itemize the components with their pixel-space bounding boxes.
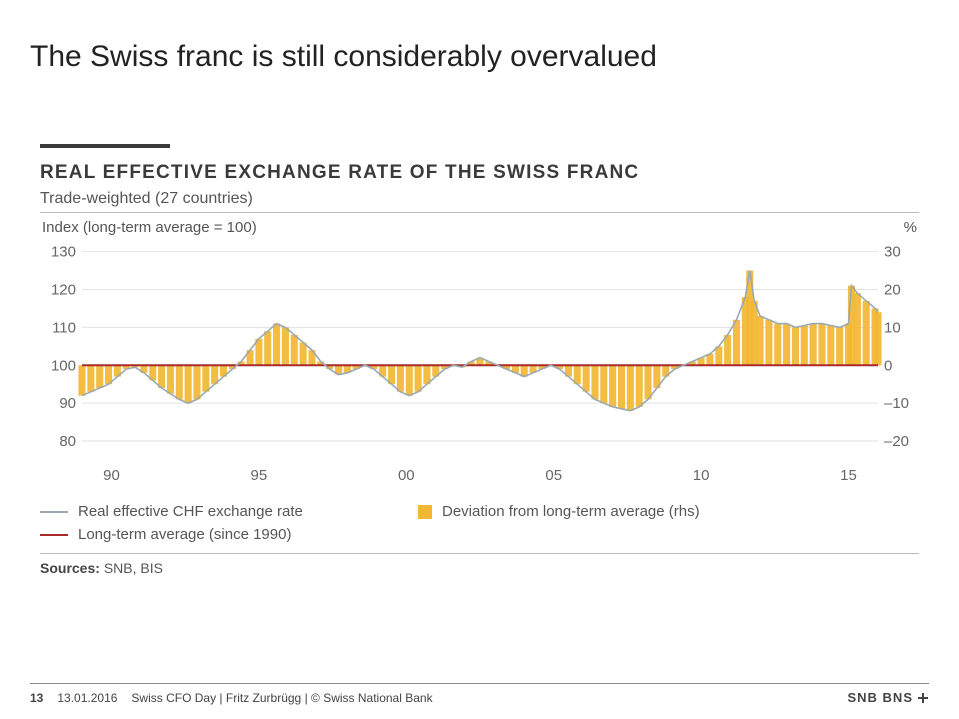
chart-rule-thin-2 [40,553,919,554]
svg-text:80: 80 [59,433,76,450]
svg-text:20: 20 [884,281,901,298]
legend-line-swatch [40,534,68,536]
sources: Sources: SNB, BIS [40,560,919,576]
footer-logo-text: SNB BNS [847,690,913,705]
svg-text:90: 90 [59,395,76,412]
axis-labels-row: Index (long-term average = 100) % [40,219,919,236]
footer-rule [30,683,929,684]
chart-rule-thin [40,212,919,213]
slide-title: The Swiss franc is still considerably ov… [30,40,929,74]
legend-line-swatch [40,511,68,513]
left-axis-label: Index (long-term average = 100) [42,219,257,236]
legend-label: Deviation from long-term average (rhs) [442,503,700,520]
svg-text:130: 130 [51,244,76,261]
legend-label: Long-term average (since 1990) [78,526,291,543]
svg-text:100: 100 [51,357,76,374]
chart-plot: 80 90 100 110 120 130 –20 –10 0 10 20 30 90 95 00 05 10 1… [40,238,919,493]
chart-title: REAL EFFECTIVE EXCHANGE RATE OF THE SWIS… [40,162,919,184]
svg-text:00: 00 [398,467,415,484]
legend-item: Real effective CHF exchange rate [40,503,400,520]
svg-text:10: 10 [693,467,710,484]
svg-text:30: 30 [884,244,901,261]
svg-text:110: 110 [52,319,76,336]
chart-rule-heavy [40,144,170,148]
svg-text:120: 120 [51,281,76,298]
chart-container: REAL EFFECTIVE EXCHANGE RATE OF THE SWIS… [30,144,929,576]
swiss-cross-icon [917,692,929,704]
sources-label: Sources: [40,560,100,576]
page-number: 13 [30,691,43,705]
legend-item: Deviation from long-term average (rhs) [418,503,858,520]
svg-text:–10: –10 [884,395,909,412]
sources-value: SNB, BIS [104,560,163,576]
legend-item: Long-term average (since 1990) [40,526,400,543]
svg-text:15: 15 [840,467,857,484]
svg-text:0: 0 [884,357,892,374]
legend-label: Real effective CHF exchange rate [78,503,303,520]
chart-svg: 80 90 100 110 120 130 –20 –10 0 10 20 30 90 95 00 05 10 1… [40,238,920,488]
footer-logo: SNB BNS [847,690,929,705]
slide: The Swiss franc is still considerably ov… [0,0,959,719]
right-axis-label: % [904,219,917,236]
svg-text:90: 90 [103,467,120,484]
footer: 13 13.01.2016 Swiss CFO Day | Fritz Zurb… [30,683,929,705]
footer-context: Swiss CFO Day | Fritz Zurbrügg | © Swiss… [131,691,432,705]
svg-text:95: 95 [251,467,268,484]
svg-text:10: 10 [884,319,901,336]
legend: Real effective CHF exchange rate Deviatio… [40,503,919,543]
svg-text:–20: –20 [884,433,909,450]
chart-subtitle: Trade-weighted (27 countries) [40,190,919,208]
legend-square-swatch [418,505,432,519]
svg-text:05: 05 [545,467,562,484]
footer-date: 13.01.2016 [57,691,117,705]
